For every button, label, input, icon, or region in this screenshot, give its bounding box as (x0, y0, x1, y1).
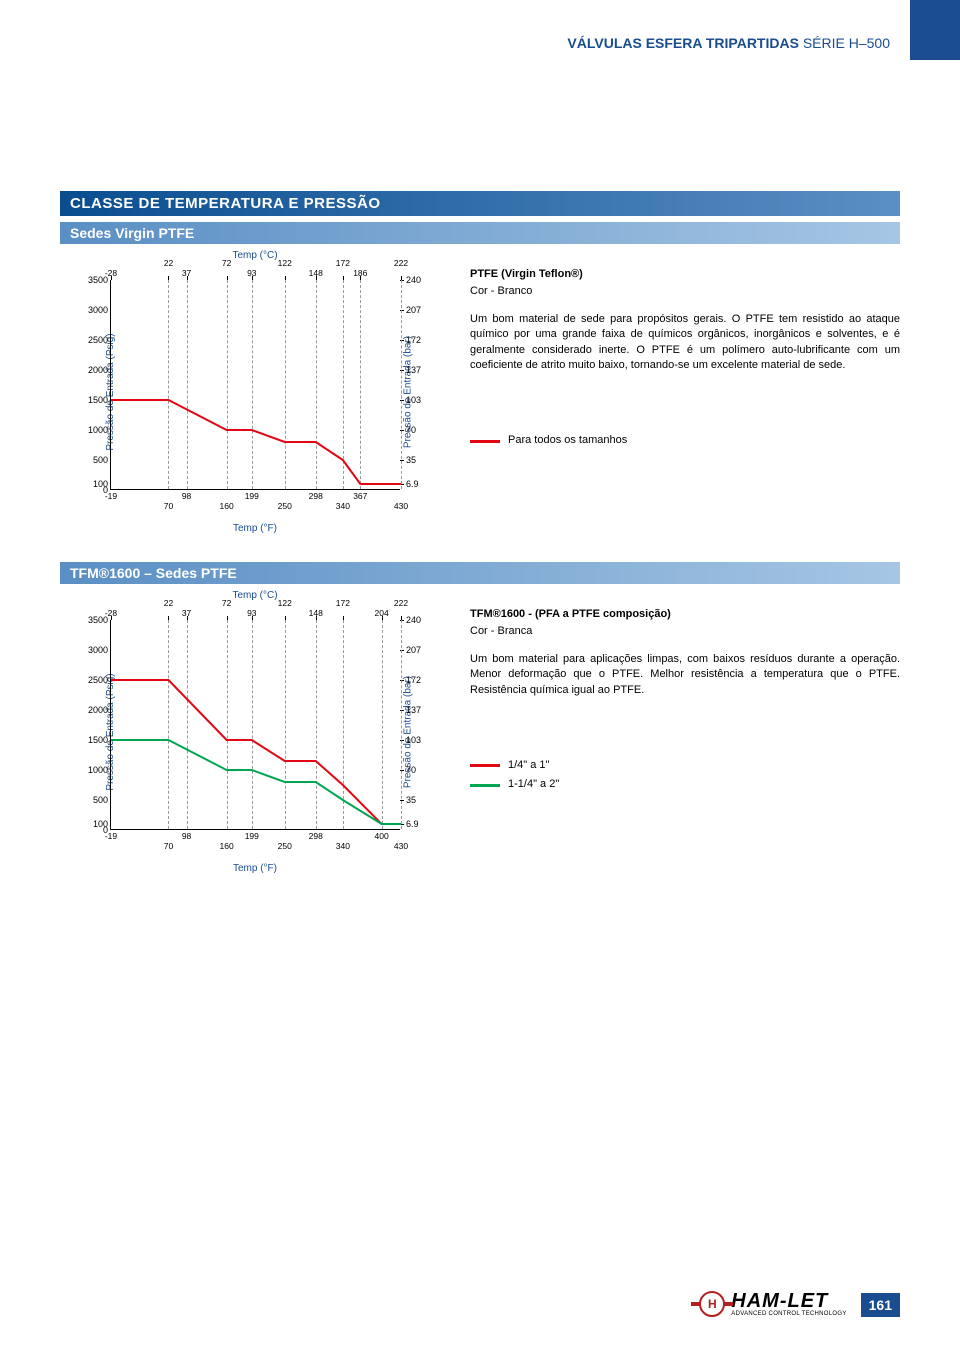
legend-item: 1/4" a 1" (470, 758, 900, 773)
xtick-bot: 340 (336, 829, 350, 851)
ytick-left: 500 (93, 795, 111, 805)
chart2-tempc-label: Temp (°C) (232, 590, 277, 601)
chart2: Temp (°C) Temp (°F) Pressão de Entrada (… (60, 592, 450, 872)
legend-swatch (470, 764, 500, 767)
chart2-tempf-label: Temp (°F) (233, 863, 277, 874)
ytick-left: 1000 (88, 765, 111, 775)
xtick-bot: 340 (336, 489, 350, 511)
xtick-bot: 199 (245, 829, 259, 841)
chart2-legend: 1/4" a 1" 1-1/4" a 2" (470, 758, 900, 793)
legend-swatch (470, 784, 500, 787)
xtick-bot: 160 (220, 829, 234, 851)
chart1-block: Temp (°C) Temp (°F) Pressão de Entrada (… (60, 252, 900, 532)
legend-item: Para todos os tamanhos (470, 433, 900, 448)
ytick-left: 1000 (88, 425, 111, 435)
xtick-bot: 250 (278, 489, 292, 511)
chart2-plot: 01005001000150020002500300035006.9357010… (110, 620, 400, 830)
chart1-tempc-label: Temp (°C) (232, 250, 277, 261)
ytick-left: 100 (93, 479, 111, 489)
ytick-left: 2500 (88, 675, 111, 685)
page: VÁLVULAS ESFERA TRIPARTIDAS SÉRIE H–500 … (0, 0, 960, 1347)
xtick-bot: 367 (353, 489, 367, 501)
chart1-plot: 01005001000150020002500300035006.9357010… (110, 280, 400, 490)
section-title: CLASSE DE TEMPERATURA E PRESSÃO (60, 191, 900, 216)
xtick-bot: 400 (375, 829, 389, 841)
legend-label: Para todos os tamanhos (508, 433, 627, 448)
logo-name: HAM-LET (731, 1291, 846, 1311)
ytick-left: 2000 (88, 365, 111, 375)
header-bold: VÁLVULAS ESFERA TRIPARTIDAS (567, 35, 799, 51)
legend-swatch (470, 440, 500, 443)
chart2-text-subtitle: Cor - Branca (470, 624, 900, 639)
page-number: 161 (861, 1293, 900, 1317)
xtick-bot: -19 (105, 489, 117, 501)
xtick-bot: 298 (309, 489, 323, 501)
xtick-bot: -19 (105, 829, 117, 841)
xtick-bot: 98 (182, 489, 191, 501)
xtick-bot: 430 (394, 489, 408, 511)
side-tab (910, 0, 960, 60)
chart1-text-body: Um bom material de sede para propósitos … (470, 312, 900, 374)
xtick-bot: 430 (394, 829, 408, 851)
header-thin: SÉRIE H–500 (803, 35, 890, 51)
series-line (111, 680, 401, 824)
ytick-left: 2000 (88, 705, 111, 715)
xtick-bot: 298 (309, 829, 323, 841)
series-line (111, 400, 401, 484)
xtick-bot: 199 (245, 489, 259, 501)
ytick-left: 3000 (88, 645, 111, 655)
logo-text: HAM-LET ADVANCED CONTROL TECHNOLOGY (731, 1291, 846, 1317)
chart2-block: Temp (°C) Temp (°F) Pressão de Entrada (… (60, 592, 900, 872)
series-line (111, 740, 401, 824)
chart1-subtitle: Sedes Virgin PTFE (60, 222, 900, 244)
xtick-bot: 70 (164, 829, 173, 851)
ytick-left: 1500 (88, 395, 111, 405)
chart1-text-title: PTFE (Virgin Teflon®) (470, 267, 900, 282)
xtick-bot: 98 (182, 829, 191, 841)
ytick-left: 3000 (88, 305, 111, 315)
logo-tagline: ADVANCED CONTROL TECHNOLOGY (731, 1311, 846, 1317)
page-header: VÁLVULAS ESFERA TRIPARTIDAS SÉRIE H–500 (60, 35, 900, 51)
ytick-left: 2500 (88, 335, 111, 345)
chart2-text-body: Um bom material para aplicações limpas, … (470, 652, 900, 698)
ytick-left: 500 (93, 455, 111, 465)
footer: H HAM-LET ADVANCED CONTROL TECHNOLOGY 16… (699, 1291, 900, 1317)
xtick-bot: 250 (278, 829, 292, 851)
ytick-left: 1500 (88, 735, 111, 745)
xtick-bot: 160 (220, 489, 234, 511)
chart2-text-title: TFM®1600 - (PFA a PTFE composição) (470, 607, 900, 622)
ytick-left: 100 (93, 819, 111, 829)
legend-label: 1/4" a 1" (508, 758, 549, 773)
chart1-legend: Para todos os tamanhos (470, 433, 900, 448)
legend-label: 1-1/4" a 2" (508, 777, 559, 792)
chart1-text-subtitle: Cor - Branco (470, 284, 900, 299)
chart1: Temp (°C) Temp (°F) Pressão de Entrada (… (60, 252, 450, 532)
legend-item: 1-1/4" a 2" (470, 777, 900, 792)
chart2-subtitle: TFM®1600 – Sedes PTFE (60, 562, 900, 584)
chart1-tempf-label: Temp (°F) (233, 523, 277, 534)
chart2-text: TFM®1600 - (PFA a PTFE composição) Cor -… (470, 592, 900, 797)
xtick-bot: 70 (164, 489, 173, 511)
logo: H HAM-LET ADVANCED CONTROL TECHNOLOGY (699, 1291, 846, 1317)
chart1-text: PTFE (Virgin Teflon®) Cor - Branco Um bo… (470, 252, 900, 453)
logo-badge-icon: H (699, 1291, 725, 1317)
